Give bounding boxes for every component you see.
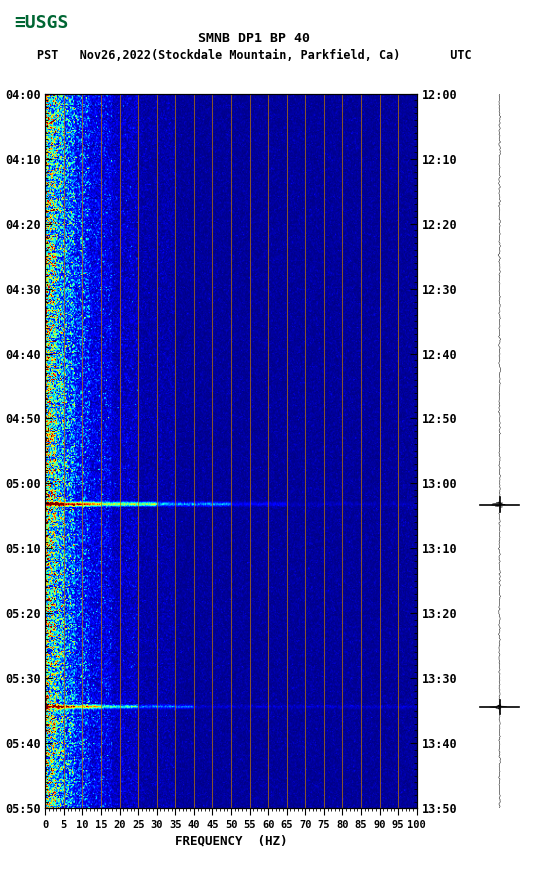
Text: ≡USGS: ≡USGS xyxy=(14,14,68,32)
X-axis label: FREQUENCY  (HZ): FREQUENCY (HZ) xyxy=(175,834,287,847)
Text: SMNB DP1 BP 40: SMNB DP1 BP 40 xyxy=(198,32,310,45)
Text: PST   Nov26,2022(Stockdale Mountain, Parkfield, Ca)       UTC: PST Nov26,2022(Stockdale Mountain, Parkf… xyxy=(36,49,471,62)
